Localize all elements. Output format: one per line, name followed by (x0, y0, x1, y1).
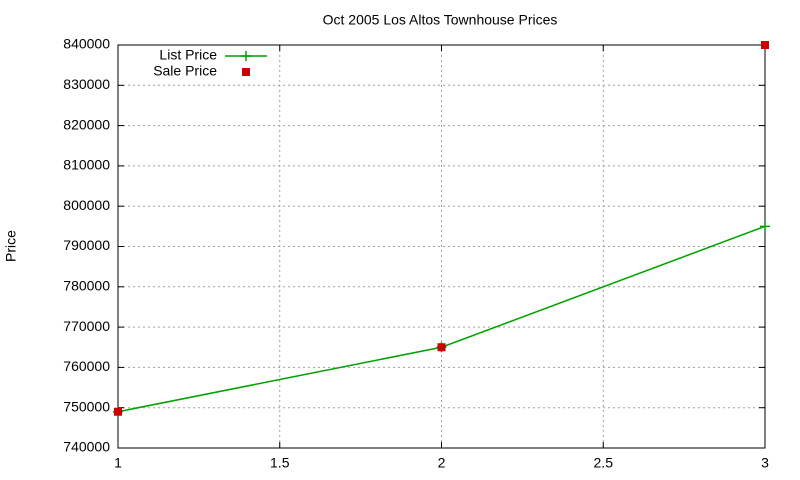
legend-label: Sale Price (153, 63, 217, 79)
point (760, 221, 770, 232)
point (114, 407, 122, 416)
x-tick-label: 3 (761, 455, 769, 471)
y-tick-label: 740000 (63, 439, 110, 455)
y-tick-label: 760000 (63, 358, 110, 374)
y-tick-label: 830000 (63, 76, 110, 92)
chart-title: Oct 2005 Los Altos Townhouse Prices (323, 12, 558, 28)
y-tick-label: 810000 (63, 157, 110, 173)
y-tick-label: 790000 (63, 237, 110, 253)
plot-frame (117, 44, 766, 449)
y-tick-label: 820000 (63, 116, 110, 132)
y-tick-label: 770000 (63, 318, 110, 334)
series-line (117, 225, 766, 413)
x-tick-label: 1.5 (270, 455, 290, 471)
legend-label: List Price (159, 47, 217, 63)
legend-swatch (242, 68, 250, 76)
y-tick-label: 800000 (63, 197, 110, 213)
x-tick-label: 2 (438, 455, 446, 471)
point (437, 343, 446, 352)
x-tick-label: 2.5 (594, 455, 614, 471)
y-tick-label: 840000 (63, 36, 110, 52)
y-tick-label: 780000 (63, 278, 110, 294)
y-tick-label: 750000 (63, 398, 110, 414)
y-axis-label: Price (3, 230, 19, 262)
point (761, 41, 769, 49)
x-tick-label: 1 (114, 455, 122, 471)
legend-swatch (241, 51, 251, 61)
